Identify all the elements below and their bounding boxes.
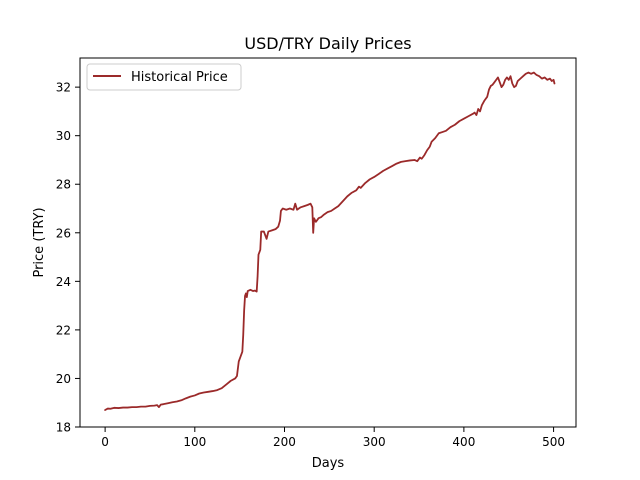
y-tick-label: 32 xyxy=(56,81,71,95)
plot-area xyxy=(104,71,556,411)
x-tick-label: 200 xyxy=(273,435,296,449)
y-tick-label: 30 xyxy=(56,129,71,143)
y-tick-label: 18 xyxy=(56,421,71,435)
x-tick-label: 0 xyxy=(101,435,109,449)
x-axis: 0 100 200 300 400 500 xyxy=(101,427,565,449)
chart-title: USD/TRY Daily Prices xyxy=(244,34,411,53)
y-tick-label: 26 xyxy=(56,226,71,240)
x-axis-label: Days xyxy=(312,456,345,471)
x-tick-label: 100 xyxy=(183,435,206,449)
axes-frame xyxy=(79,57,577,428)
legend-box xyxy=(86,63,242,91)
y-tick-label: 20 xyxy=(56,372,71,386)
y-tick-label: 28 xyxy=(56,178,71,192)
y-tick-label: 22 xyxy=(56,323,71,337)
y-tick-label: 24 xyxy=(56,275,71,289)
x-tick-label: 500 xyxy=(542,435,565,449)
x-tick-label: 400 xyxy=(452,435,475,449)
legend: Historical Price xyxy=(86,63,242,91)
y-axis: 18 20 22 24 26 28 30 32 xyxy=(56,81,80,435)
y-axis-label: Price (TRY) xyxy=(32,207,47,277)
x-tick-label: 300 xyxy=(363,435,386,449)
legend-entry-historical-price: Historical Price xyxy=(131,70,228,85)
series-line-historical-price xyxy=(104,71,556,411)
